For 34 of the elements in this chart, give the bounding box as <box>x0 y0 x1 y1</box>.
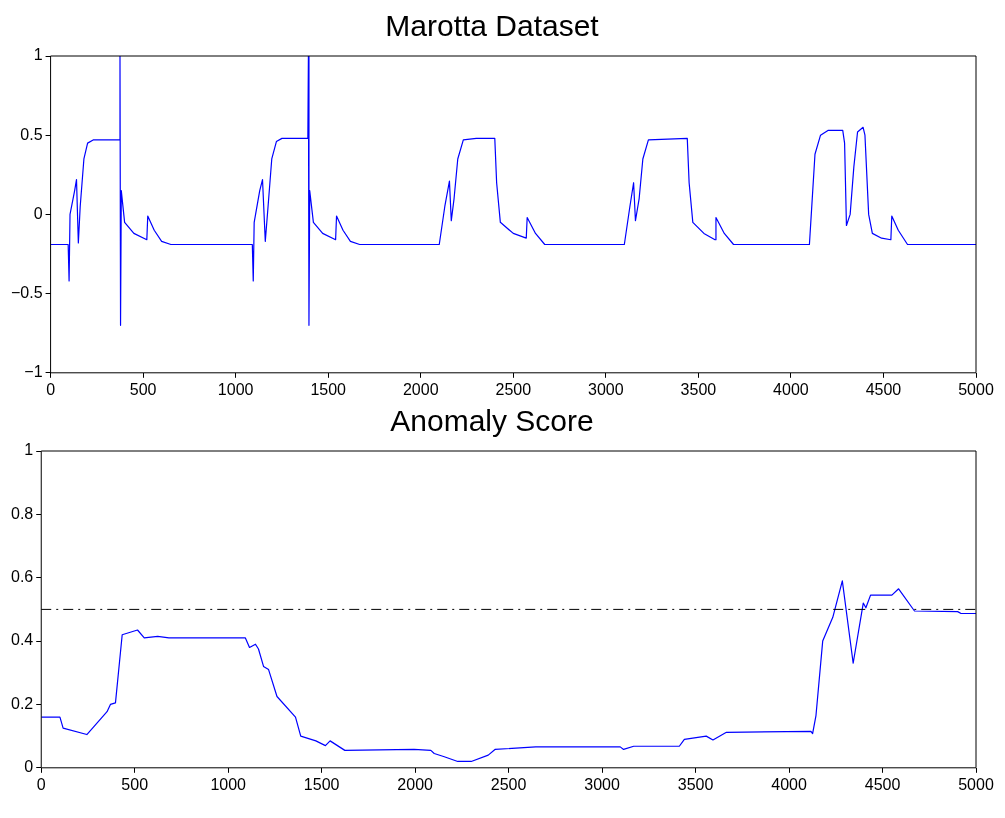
y-tick-label: 1 <box>33 46 43 64</box>
y-tick-label: 1 <box>24 441 34 459</box>
y-tick-label: 0.6 <box>10 568 34 586</box>
x-tick-label: 5000 <box>958 775 994 793</box>
x-tick-label: 0 <box>46 380 56 398</box>
x-tick-label: 1500 <box>303 775 340 793</box>
x-tick-label: 4000 <box>771 775 807 793</box>
x-tick-label: 1000 <box>210 775 247 793</box>
x-tick-label: 1000 <box>217 380 254 398</box>
x-tick-label: 2000 <box>397 775 434 793</box>
x-tick-label: 500 <box>129 380 157 398</box>
x-tick-label: 5000 <box>958 380 994 398</box>
y-tick-label: 0.8 <box>10 504 34 522</box>
y-tick-label: −1 <box>24 363 43 381</box>
x-tick-label: 4500 <box>864 775 901 793</box>
x-tick-label: 4500 <box>865 380 902 398</box>
x-tick-label: 2500 <box>495 380 532 398</box>
x-tick-label: 3500 <box>680 380 717 398</box>
y-tick-label: 0.5 <box>20 125 43 143</box>
x-tick-label: 3000 <box>588 380 624 398</box>
x-tick-label: 2000 <box>402 380 439 398</box>
x-tick-label: 2500 <box>490 775 527 793</box>
y-tick-label: −0.5 <box>10 284 43 302</box>
y-tick-label: 0.4 <box>10 631 34 649</box>
chart-title: Anomaly Score <box>390 404 594 438</box>
x-tick-label: 500 <box>121 775 149 793</box>
y-tick-label: 0 <box>33 204 43 222</box>
y-tick-label: 0 <box>24 758 34 776</box>
chart-title: Marotta Dataset <box>385 9 600 43</box>
x-tick-label: 3500 <box>677 775 714 793</box>
x-tick-label: 3000 <box>584 775 620 793</box>
x-tick-label: 4000 <box>773 380 809 398</box>
x-tick-label: 1500 <box>310 380 347 398</box>
y-tick-label: 0.2 <box>10 694 34 712</box>
